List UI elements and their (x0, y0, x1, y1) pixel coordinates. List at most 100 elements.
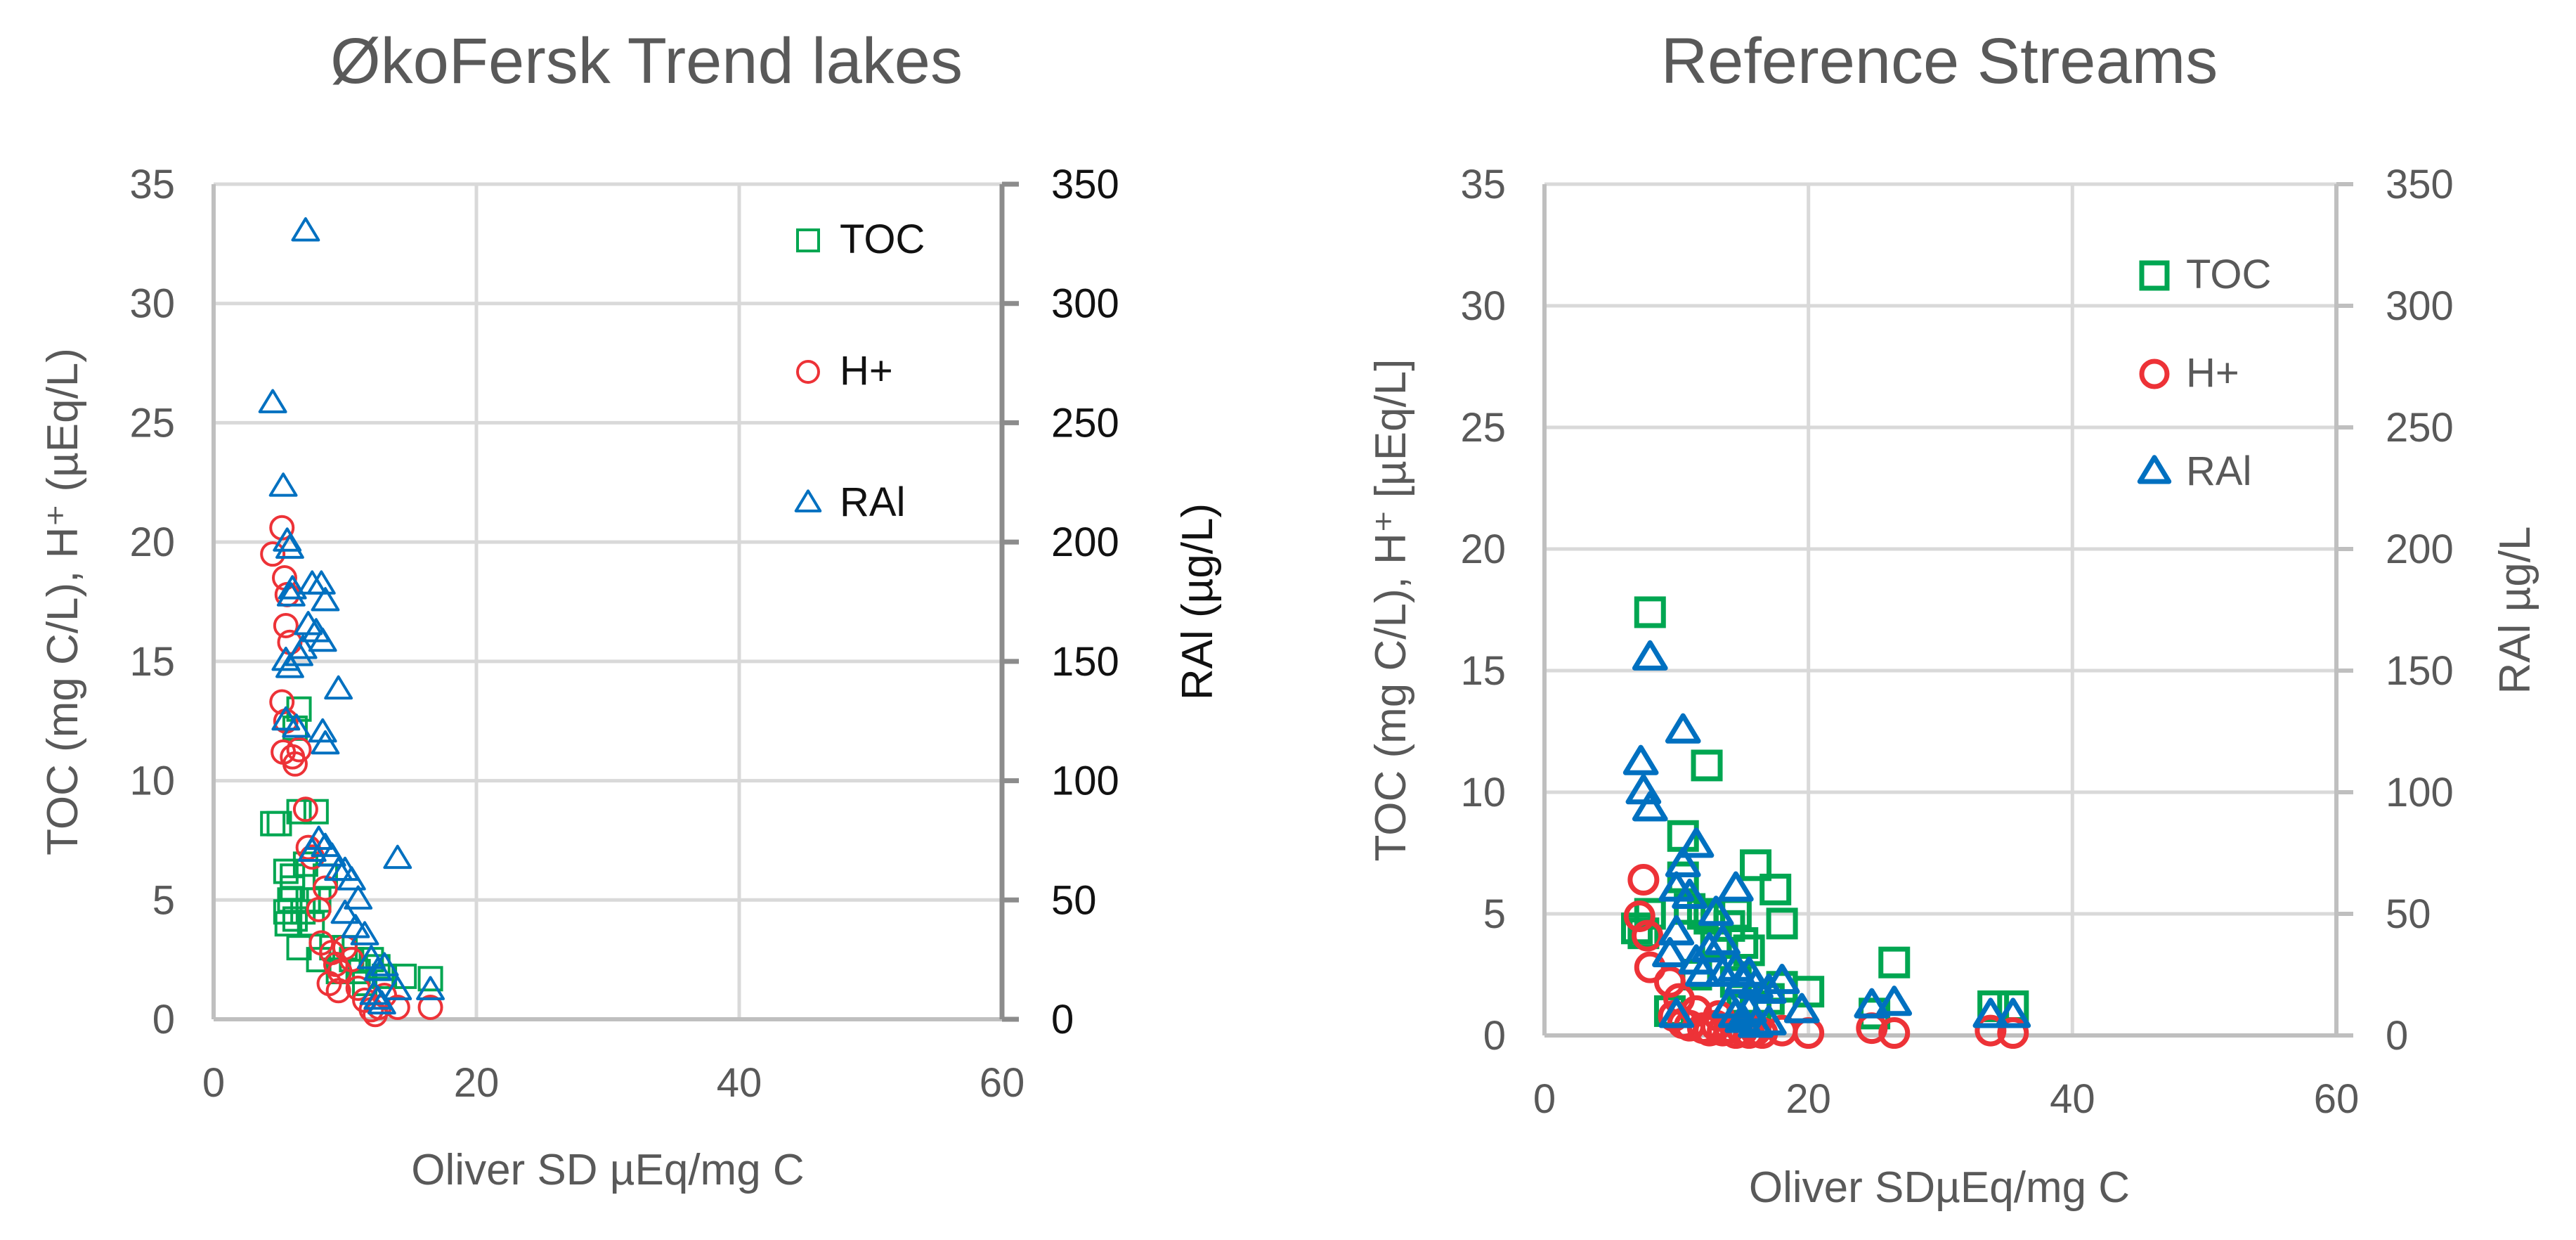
y2-tick-label: 100 (1051, 758, 1119, 804)
y2-tick-label: 0 (1051, 997, 1074, 1042)
data-point (311, 730, 340, 755)
data-point (330, 899, 360, 924)
data-point (258, 389, 287, 413)
data-point (273, 612, 299, 638)
data-point (1972, 997, 2009, 1028)
y2-tick-label: 200 (1051, 519, 1119, 565)
gridlines (212, 181, 1019, 1022)
y2-tick-label: 150 (1051, 639, 1119, 685)
x-axis-label: Oliver SDµEq/mg C (1749, 1163, 2130, 1212)
right-axis-ticks: 0 50 100 150 200 250 300 350 (2386, 162, 2454, 1059)
data-point (311, 587, 340, 612)
x-tick-label: 60 (980, 1060, 1025, 1106)
x-tick-label: 60 (2314, 1076, 2360, 1122)
chart-reference-streams: Reference Streams 0 5 10 15 20 25 30 35 0 50 100 1… (1367, 25, 2539, 1212)
y-tick-label: 35 (1460, 162, 1506, 207)
legend: TOC H+ RAl (2137, 252, 2271, 494)
y2-tick-label: 300 (2386, 283, 2454, 329)
y-tick-label: 15 (129, 639, 175, 685)
data-point (417, 995, 443, 1021)
data-point (303, 799, 329, 825)
data-point (271, 706, 301, 731)
data-point (370, 952, 399, 976)
left-axis-ticks: 0 5 10 15 20 25 30 35 (1460, 162, 1506, 1059)
data-point (273, 527, 302, 552)
data-point (1876, 986, 1913, 1016)
data-point (1750, 1005, 1787, 1035)
x-tick-label: 0 (202, 1060, 225, 1106)
data-point (308, 627, 337, 652)
y2-tick-label: 250 (1051, 400, 1119, 446)
x-tick-label: 40 (2050, 1076, 2095, 1122)
y-axis-label: TOC (mg C/L), H⁺ [µEq/L] (1367, 359, 1415, 862)
data-point (372, 963, 398, 989)
legend-label: RAl (840, 479, 905, 525)
data-point (1634, 596, 1666, 628)
data-points (1620, 596, 2031, 1050)
legend-label: TOC (2186, 252, 2271, 297)
data-point (1658, 997, 1695, 1028)
x-tick-label: 20 (1785, 1076, 1831, 1122)
data-point (337, 866, 366, 891)
legend-label: H+ (2186, 350, 2239, 396)
y-tick-label: 30 (129, 281, 175, 327)
legend-label: TOC (840, 217, 925, 262)
y2-tick-label: 50 (1051, 877, 1097, 923)
data-point (1678, 827, 1715, 858)
chart-okofersk-trend-lakes: ØkoFersk Trend lakes 0 5 10 15 20 25 30 35 0 50 1… (39, 25, 1222, 1194)
y2-axis-label: RAl µg/L (2491, 526, 2539, 694)
data-point (1632, 640, 1668, 671)
data-point (416, 976, 445, 1000)
y2-tick-label: 250 (2386, 405, 2454, 451)
data-point (286, 737, 312, 763)
x-tick-label: 40 (717, 1060, 762, 1106)
data-point (292, 796, 318, 822)
legend-item-ral: RAl (2137, 448, 2251, 494)
series-ral (258, 217, 445, 1015)
data-point (312, 875, 338, 901)
data-point (1632, 919, 1664, 952)
y-tick-label: 20 (1460, 527, 1506, 572)
y-tick-label: 15 (1460, 648, 1506, 694)
data-point (268, 472, 298, 497)
y2-tick-label: 100 (2386, 770, 2454, 815)
data-point (1685, 956, 1721, 987)
data-point (316, 971, 342, 997)
y2-tick-label: 300 (1051, 281, 1119, 327)
data-point (260, 810, 286, 837)
x-axis-label: Oliver SD µEq/mg C (411, 1146, 804, 1194)
data-point (1665, 846, 1701, 878)
data-point (383, 976, 412, 1000)
data-point (282, 751, 308, 777)
y-tick-label: 25 (1460, 405, 1506, 451)
data-point (1854, 988, 1890, 1019)
data-point (1658, 915, 1695, 945)
legend-item-toc: TOC (2139, 252, 2271, 297)
legend-item-h-plus: H+ (2139, 350, 2239, 396)
x-axis-ticks: 0 20 40 60 (202, 1060, 1024, 1106)
y2-tick-label: 150 (2386, 648, 2454, 694)
y-tick-label: 25 (129, 400, 175, 446)
square-marker-icon (2139, 260, 2170, 291)
data-point (304, 825, 333, 850)
data-point (1672, 878, 1707, 909)
y-tick-label: 35 (129, 162, 175, 207)
data-point (276, 582, 306, 607)
y-tick-label: 30 (1460, 283, 1506, 329)
data-point (1623, 900, 1655, 932)
triangle-marker-icon (794, 489, 822, 512)
y-tick-label: 10 (1460, 770, 1506, 815)
data-point (1750, 973, 1787, 1004)
data-point (317, 842, 346, 867)
data-point (1691, 932, 1728, 963)
circle-marker-icon (2139, 359, 2170, 389)
data-point (1652, 936, 1688, 968)
y-tick-label: 20 (129, 519, 175, 565)
data-point (367, 990, 396, 1015)
data-points (258, 217, 445, 1028)
data-point (275, 534, 304, 559)
data-point (1634, 951, 1666, 983)
data-point (278, 575, 307, 600)
y2-axis-label: RAl (µg/L) (1173, 503, 1222, 700)
data-point (306, 570, 336, 595)
